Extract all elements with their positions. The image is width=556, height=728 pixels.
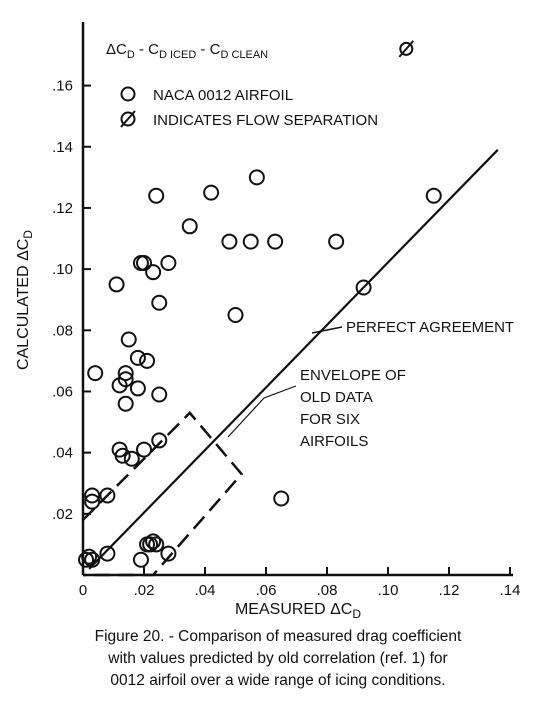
y-tick-label: .04 [52, 445, 73, 462]
y-tick-label: .10 [52, 261, 73, 278]
legend: NACA 0012 AIRFOIL INDICATES FLOW SEPARAT… [120, 86, 378, 129]
data-point [132, 551, 149, 568]
y-tick-label: .08 [52, 322, 73, 339]
annotation-leader [227, 385, 297, 438]
data-point [81, 548, 98, 565]
data-point [203, 184, 220, 201]
point-circle [399, 41, 414, 56]
data-point [117, 365, 134, 382]
data-point [120, 331, 137, 348]
data-point [221, 233, 238, 250]
x-tick-label: .14 [500, 582, 521, 599]
perfect-agreement-annotation: PERFECT AGREEMENT [311, 319, 514, 336]
data-point [145, 533, 162, 550]
y-tick-label: .16 [52, 78, 73, 95]
reference-lines [82, 149, 499, 577]
data-point [139, 352, 156, 369]
annotation-text: OLD DATA [300, 389, 373, 406]
annotation-text: PERFECT AGREEMENT [346, 319, 514, 336]
perfect-agreement-line [88, 149, 499, 570]
x-tick-label: .08 [317, 582, 338, 599]
data-points [78, 40, 442, 568]
data-point [99, 545, 116, 562]
annotation-text: AIRFOILS [300, 433, 368, 450]
legend-slash [120, 110, 136, 128]
flow-separation-point [398, 40, 415, 58]
point-slash [398, 40, 415, 58]
caption-line: Figure 20. - Comparison of measured drag… [94, 628, 462, 645]
data-point [148, 536, 165, 553]
legend-circle-icon [120, 86, 136, 102]
data-point [87, 365, 104, 382]
data-point [151, 386, 168, 403]
data-point [151, 432, 168, 449]
data-point [355, 279, 372, 296]
data-point [267, 233, 284, 250]
data-point [78, 551, 95, 568]
x-axis-label: MEASURED ΔCD [235, 601, 361, 621]
y-tick-label: .12 [52, 200, 73, 217]
data-point [248, 169, 265, 186]
data-point [117, 371, 134, 388]
data-point [129, 380, 146, 397]
data-point [114, 447, 131, 464]
definition-text: ΔCD - CD ICED - CD CLEAN [106, 41, 268, 61]
data-point [99, 487, 116, 504]
data-point [425, 187, 442, 204]
caption-line: with values predicted by old correlation… [108, 650, 448, 667]
legend-slashed-circle-icon [120, 111, 136, 127]
x-tick-label: .12 [439, 582, 460, 599]
legend-label: NACA 0012 AIRFOIL [153, 87, 293, 104]
x-tick-label: .06 [256, 582, 277, 599]
y-axis-label: CALCULATED ΔCD [15, 230, 35, 370]
data-point [328, 233, 345, 250]
annotation-text: ENVELOPE OF [300, 367, 406, 384]
y-tick-label: .14 [52, 139, 73, 156]
data-point [84, 493, 101, 510]
data-point [227, 307, 244, 323]
tick-labels: 0 .02 .04 .06 .08 .10 .12 .14 .02 .04 .06 .08 .10 .12… [52, 78, 520, 599]
data-point [151, 294, 168, 311]
envelope-line [82, 411, 244, 577]
data-point [145, 264, 162, 281]
x-tick-label: .10 [378, 582, 399, 599]
envelope-annotation: ENVELOPE OF OLD DATA FOR SIX AIRFOILS [227, 367, 406, 450]
data-point [142, 536, 159, 553]
ticks [83, 84, 511, 575]
data-point [108, 276, 125, 293]
data-point [148, 187, 165, 204]
y-tick-label: .02 [52, 506, 73, 523]
data-point [160, 545, 177, 562]
data-point [129, 349, 146, 366]
data-point [136, 255, 152, 271]
data-point [84, 487, 101, 504]
caption-line: 0012 airfoil over a wide range of icing … [110, 672, 446, 689]
data-point [273, 490, 290, 507]
annotation-leader [311, 326, 343, 334]
data-point [181, 218, 198, 235]
data-point [84, 551, 101, 568]
data-point [242, 233, 259, 250]
x-tick-label: .02 [134, 582, 155, 599]
data-point [123, 450, 140, 467]
x-tick-label: .04 [195, 582, 216, 599]
axes [81, 22, 513, 577]
legend-label: INDICATES FLOW SEPARATION [153, 112, 378, 129]
x-tick-label: 0 [79, 582, 87, 599]
data-point [160, 255, 177, 271]
figure-caption: Figure 20. - Comparison of measured drag… [0, 626, 556, 692]
annotation-text: FOR SIX [300, 411, 360, 428]
data-point [117, 395, 134, 412]
data-point [136, 441, 152, 458]
y-tick-label: .06 [52, 383, 73, 400]
